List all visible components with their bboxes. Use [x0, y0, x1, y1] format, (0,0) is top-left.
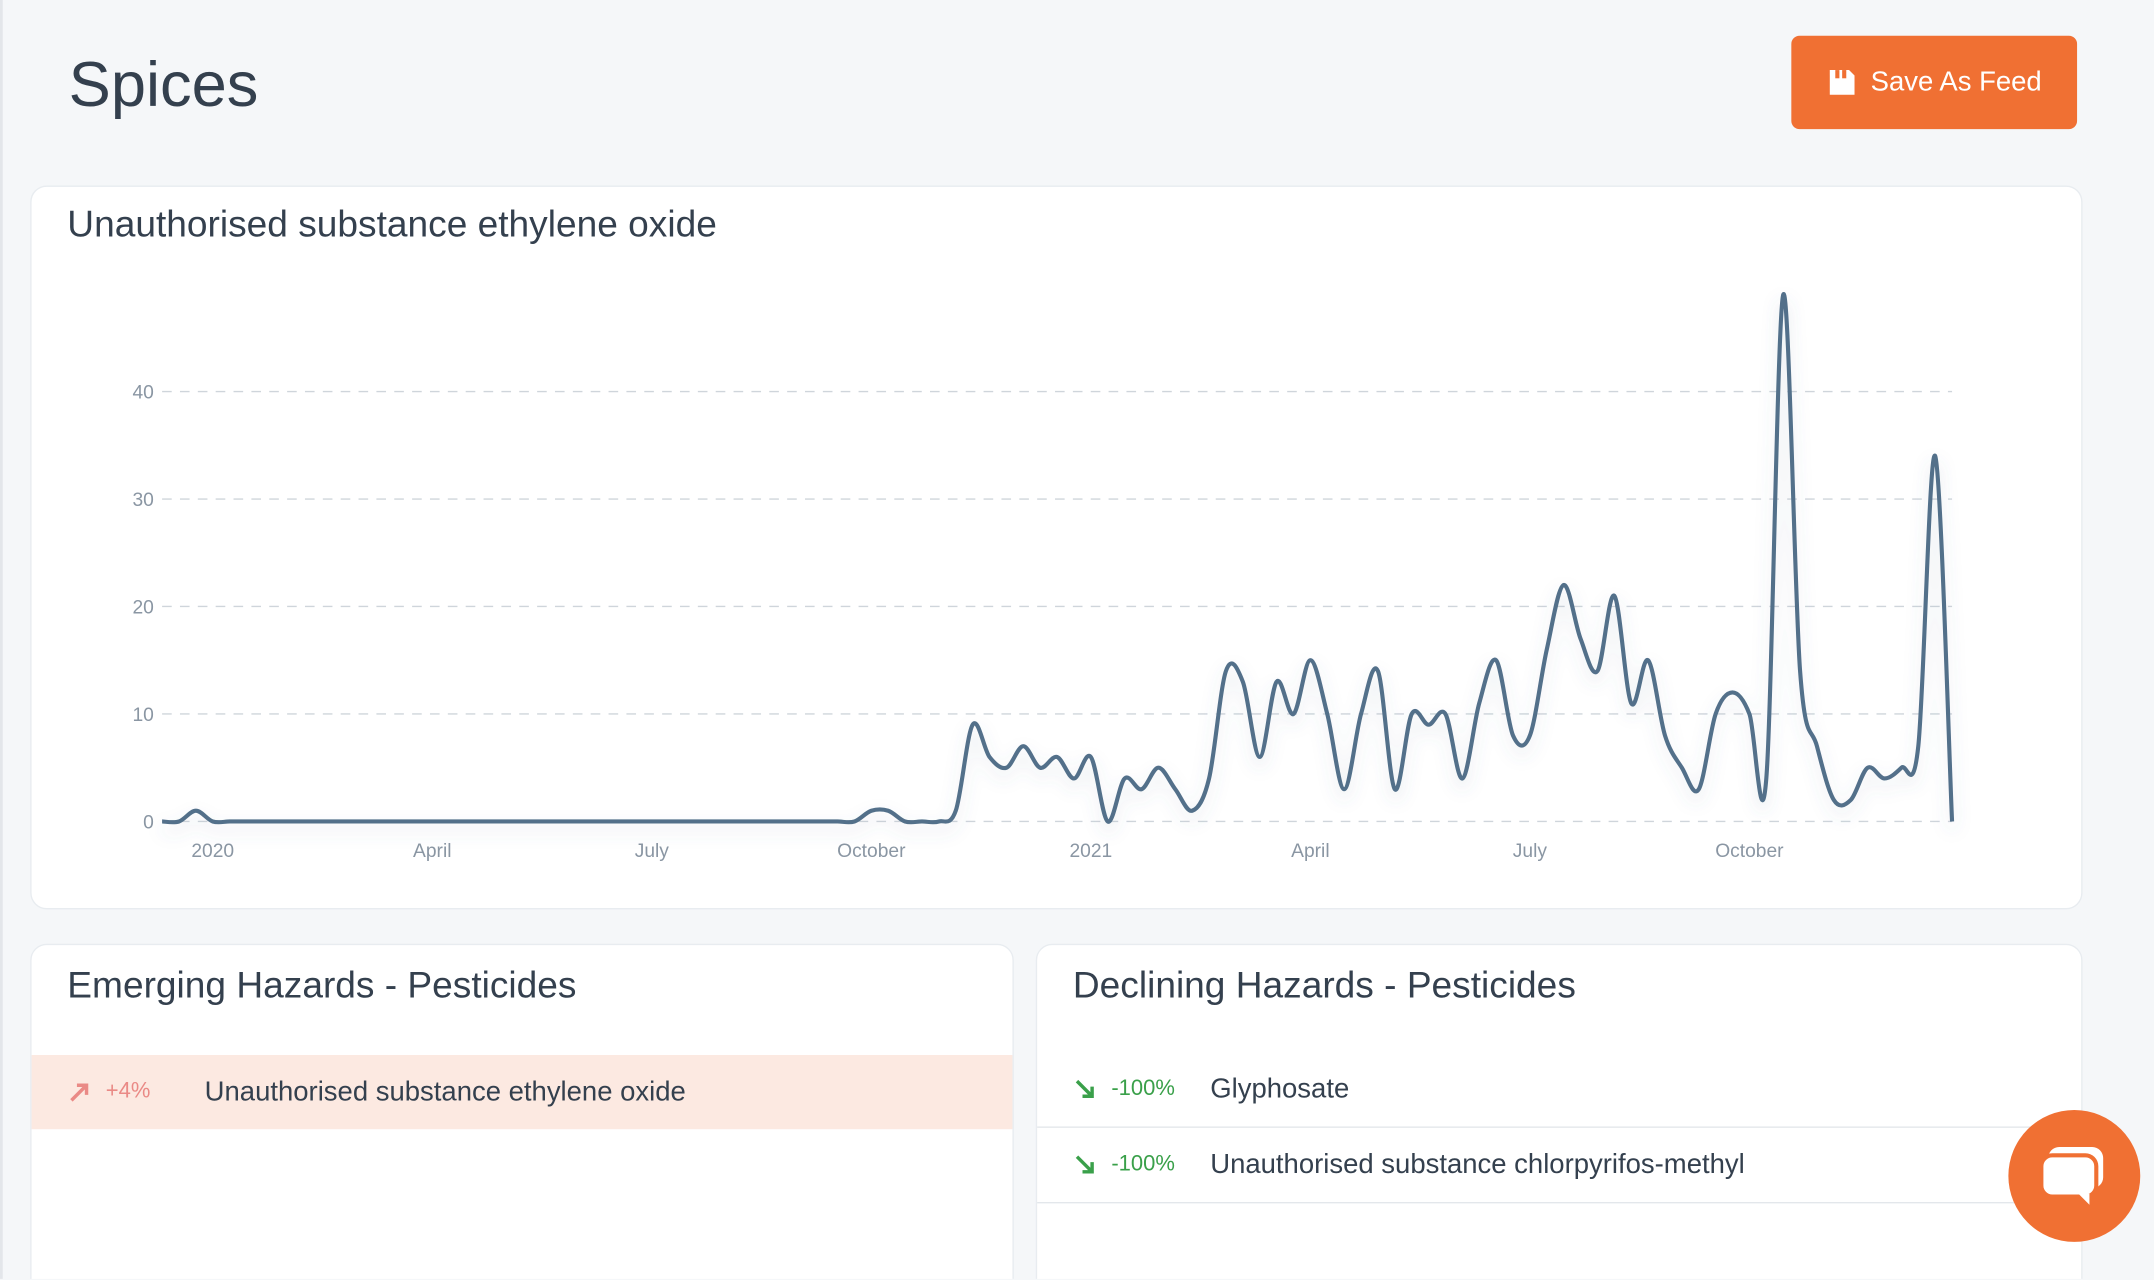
change-label: -100%: [1111, 1152, 1175, 1176]
x-tick-label: July: [1513, 841, 1548, 862]
change-label: +4%: [105, 1079, 151, 1104]
x-tick-label: April: [413, 841, 451, 862]
chat-button[interactable]: [2008, 1109, 2141, 1242]
chart-title: Unauthorised substance ethylene oxide: [67, 203, 717, 245]
hazard-row: -100% Glyphosate: [1037, 1052, 2082, 1128]
emerging-card: Emerging Hazards - Pesticides +4% Unautho…: [30, 943, 1014, 1279]
trend-icon: [1073, 1153, 1098, 1178]
y-tick-label: 10: [132, 705, 153, 726]
y-tick-label: 30: [132, 490, 153, 511]
page-title: Spices: [68, 48, 259, 120]
y-tick-label: 20: [132, 597, 153, 618]
y-tick-label: 0: [143, 812, 154, 833]
trend-icon: [1073, 1077, 1098, 1102]
x-tick-label: 2020: [191, 841, 234, 862]
x-tick-label: October: [837, 841, 906, 862]
left-border: [0, 0, 3, 1279]
hazard-name: Glyphosate: [1210, 1073, 1350, 1104]
chart-card: Unauthorised substance ethylene oxide 0 1…: [30, 185, 2083, 910]
hazard-row: +4% Unauthorised substance ethylene oxide: [31, 1055, 1013, 1130]
y-tick-label: 40: [132, 382, 153, 403]
save-icon: [1829, 70, 1855, 95]
x-tick-label: October: [1715, 841, 1784, 862]
x-tick-label: 2021: [1069, 841, 1112, 862]
hazard-name: Unauthorised substance ethylene oxide: [204, 1076, 686, 1107]
hazard-row: -100% Unauthorised substance chlorpyrifos…: [1037, 1128, 2082, 1204]
declining-card: Declining Hazards - Pesticides -100% Glyp…: [1035, 943, 2083, 1279]
declining-title: Declining Hazards - Pesticides: [1072, 964, 1576, 1006]
save-feed-button[interactable]: Save As Feed: [1791, 35, 2078, 130]
emerging-title: Emerging Hazards - Pesticides: [67, 964, 577, 1006]
change-label: -100%: [1111, 1076, 1175, 1101]
trend-icon: [67, 1080, 92, 1105]
button-label: Save As Feed: [1870, 66, 2042, 97]
line-series: [161, 292, 1955, 825]
hazard-name: Unauthorised substance chlorpyrifos-meth…: [1210, 1149, 1745, 1180]
x-tick-label: April: [1291, 841, 1329, 862]
x-tick-label: July: [635, 841, 670, 862]
chart: 0 10 20 30 40 2020 April July October 2021 April Ju…: [132, 292, 1955, 862]
chat-icon: [2039, 1147, 2104, 1205]
